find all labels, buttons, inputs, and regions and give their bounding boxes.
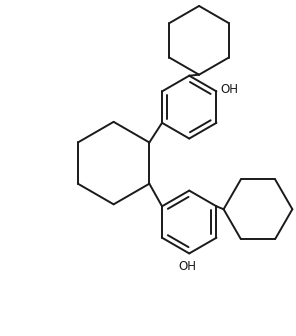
Text: OH: OH — [221, 83, 238, 96]
Text: OH: OH — [178, 260, 196, 273]
